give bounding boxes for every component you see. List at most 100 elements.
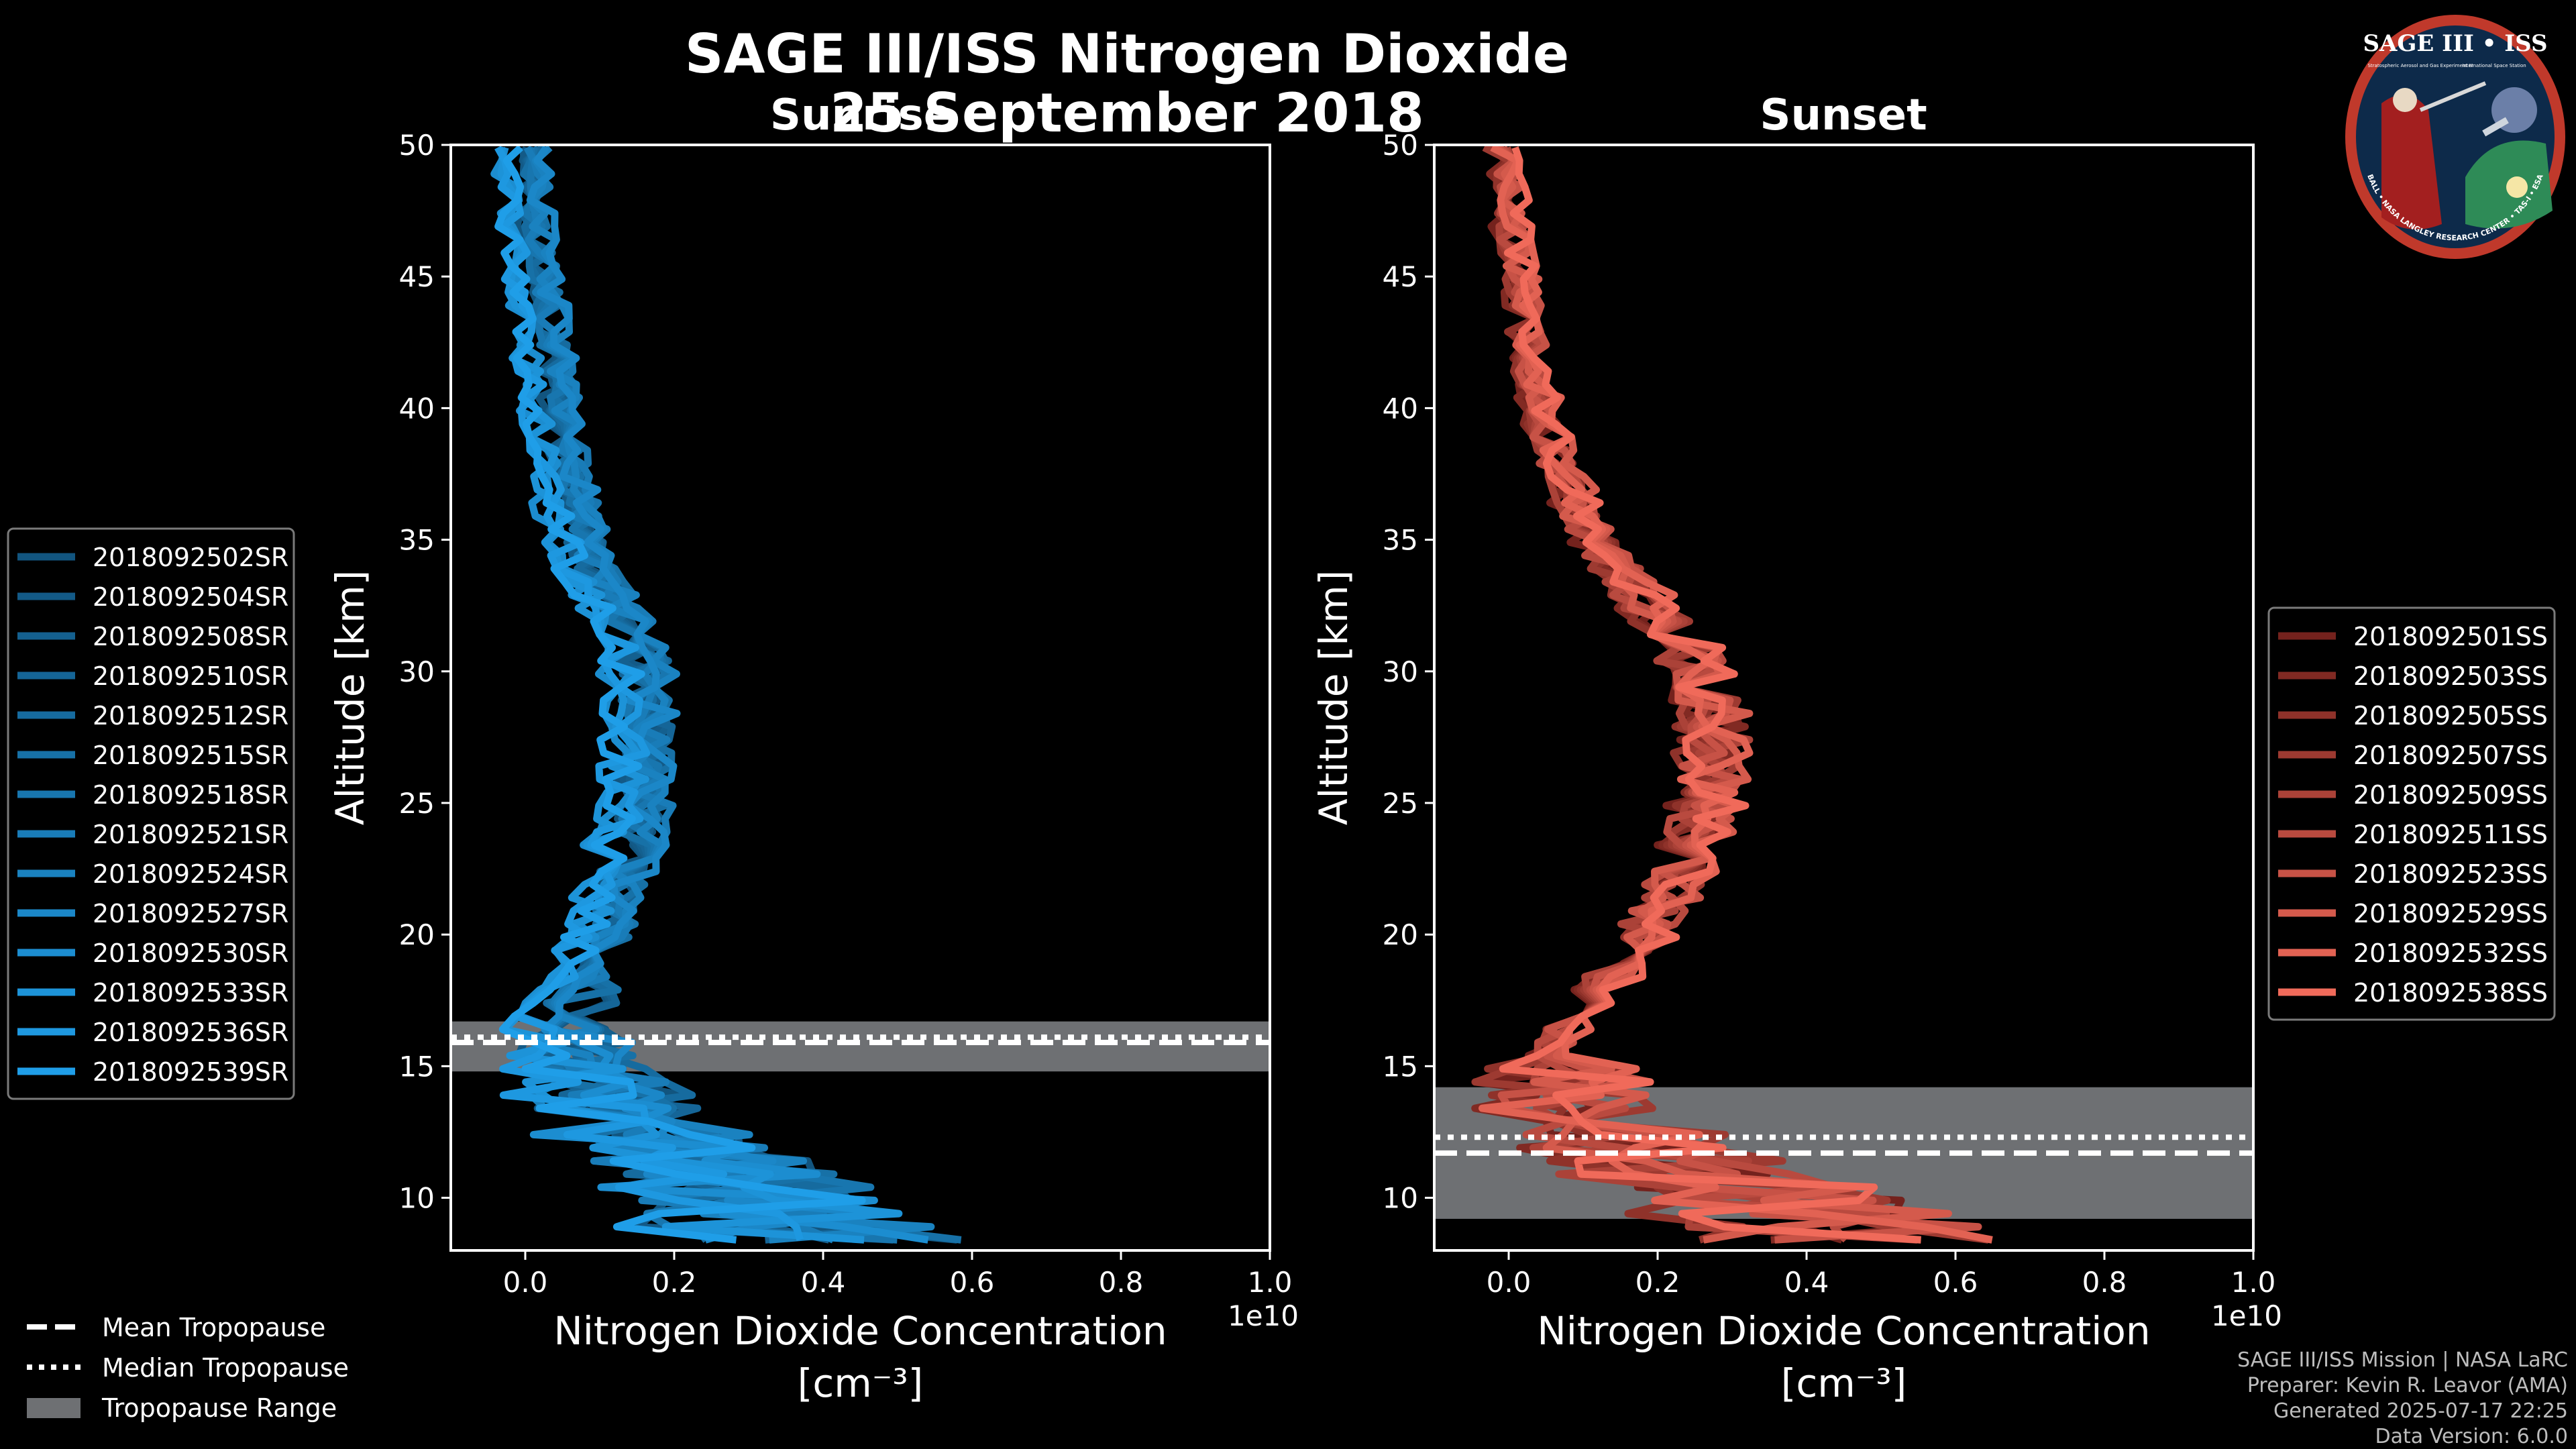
x-axis-label: Nitrogen Dioxide Concentration — [1537, 1308, 2150, 1354]
logo-text-right: International Space Station — [2462, 63, 2526, 68]
x-tick-label: 0.4 — [801, 1266, 846, 1299]
tropopause-range-swatch — [27, 1398, 80, 1418]
sunrise-panel-title: Sunrise — [770, 91, 953, 140]
x-scale-label: 1e10 — [1228, 1299, 1299, 1332]
legend-entry-2018092502SR: 2018092502SR — [93, 543, 288, 572]
x-tick-label: 0.6 — [950, 1266, 995, 1299]
y-tick-label: 30 — [1383, 655, 1418, 688]
logo-text-left: Stratospheric Aerosol and Gas Experiment… — [2367, 63, 2473, 68]
profile-2018092536SR — [494, 146, 804, 1241]
x-tick-label: 0.6 — [1933, 1266, 1978, 1299]
legend-entry-2018092539SR: 2018092539SR — [93, 1057, 288, 1087]
legend-entry-2018092538SS: 2018092538SS — [2353, 978, 2548, 1008]
legend-entry-2018092533SR: 2018092533SR — [93, 978, 288, 1008]
x-tick-label: 0.8 — [2082, 1266, 2127, 1299]
iss-icon — [2482, 117, 2509, 137]
y-tick-label: 25 — [1383, 787, 1418, 820]
legend-entry-2018092530SR: 2018092530SR — [93, 938, 288, 968]
x-tick-label: 1.0 — [2231, 1266, 2276, 1299]
astronomer-figure-icon — [2381, 95, 2442, 229]
sun-icon — [2506, 176, 2528, 198]
legend-entry-2018092529SS: 2018092529SS — [2353, 899, 2548, 928]
legend-entry-2018092504SR: 2018092504SR — [93, 582, 288, 612]
y-tick-label: 40 — [1383, 392, 1418, 425]
credit-line-2: Preparer: Kevin R. Leavor (AMA) — [2247, 1374, 2568, 1397]
tropopause-range-label: Tropopause Range — [101, 1393, 337, 1423]
x-tick-label: 0.2 — [1635, 1266, 1680, 1299]
legend-entry-2018092515SR: 2018092515SR — [93, 741, 288, 770]
profile-2018092538SS — [1499, 146, 1921, 1244]
legend-entry-2018092523SS: 2018092523SS — [2353, 859, 2548, 889]
x-tick-label: 0.0 — [1487, 1266, 1532, 1299]
y-tick-label: 35 — [399, 524, 435, 557]
x-axis-unit: [cm⁻³] — [798, 1360, 924, 1406]
legend-entry-2018092507SS: 2018092507SS — [2353, 741, 2548, 770]
legend-box — [2267, 606, 2556, 1021]
axes-frame — [449, 144, 1271, 1252]
y-tick-label: 10 — [1383, 1182, 1418, 1215]
y-tick-label: 45 — [399, 260, 435, 293]
x-scale-label: 1e10 — [2211, 1299, 2282, 1332]
legend-entry-2018092536SR: 2018092536SR — [93, 1018, 288, 1047]
telescope-icon — [2419, 81, 2487, 112]
y-tick-label: 15 — [1383, 1050, 1418, 1083]
legend-entry-2018092532SS: 2018092532SS — [2353, 938, 2548, 968]
sunset-legend: 2018092501SS 2018092503SS 2018092505SS 2018… — [2267, 606, 2556, 1021]
legend-entry-2018092501SS: 2018092501SS — [2353, 622, 2548, 651]
legend-entry-2018092521SR: 2018092521SR — [93, 820, 288, 849]
y-axis-label: Altitude [km] — [1311, 570, 1356, 825]
sunset-panel-title: Sunset — [1760, 91, 1927, 140]
axes-frame — [1433, 144, 2255, 1252]
figure-date: 25 September 2018 — [830, 82, 1424, 144]
y-tick-label: 40 — [399, 392, 435, 425]
median-tropopause-label: Median Tropopause — [102, 1353, 349, 1383]
y-tick-label: 50 — [399, 129, 435, 162]
profile-traces — [490, 145, 962, 1244]
legend-entry-2018092509SS: 2018092509SS — [2353, 780, 2548, 810]
legend-entry-2018092511SS: 2018092511SS — [2353, 820, 2548, 849]
sunrise-plot: 0.0 0.2 0.4 0.6 0.8 1.0 10 15 20 25 30 35 40 45 50 1e10… — [327, 129, 1299, 1406]
y-tick-label: 10 — [399, 1182, 435, 1215]
profile-2018092527SR — [526, 145, 883, 1244]
legend-entry-2018092518SR: 2018092518SR — [93, 780, 288, 810]
sunrise-legend: 2018092502SR 2018092504SR 2018092508SR 2018… — [7, 527, 295, 1100]
y-tick-label: 50 — [1383, 129, 1418, 162]
y-tick-label: 15 — [399, 1050, 435, 1083]
legend-entry-2018092510SR: 2018092510SR — [93, 661, 288, 691]
credit-line-1: SAGE III/ISS Mission | NASA LaRC — [2237, 1348, 2568, 1372]
y-tick-label: 35 — [1383, 524, 1418, 557]
x-tick-label: 1.0 — [1248, 1266, 1293, 1299]
x-tick-label: 0.0 — [503, 1266, 548, 1299]
mean-tropopause-label: Mean Tropopause — [102, 1313, 325, 1342]
profile-2018092524SR — [527, 145, 935, 1244]
credits: SAGE III/ISS Mission | NASA LaRC Prepare… — [2237, 1348, 2568, 1448]
credit-line-3: Generated 2025-07-17 22:25 — [2273, 1399, 2568, 1423]
x-tick-label: 0.4 — [1784, 1266, 1829, 1299]
y-tick-label: 30 — [399, 655, 435, 688]
tropopause-legend: Mean Tropopause Median Tropopause Tropop… — [27, 1313, 349, 1423]
astronomer-face-icon — [2393, 88, 2417, 112]
sunset-plot: 0.0 0.2 0.4 0.6 0.8 1.0 10 15 20 25 30 35 40 45 50 1e10… — [1311, 129, 2282, 1406]
profile-traces — [1471, 145, 1993, 1244]
y-tick-label: 20 — [1383, 918, 1418, 951]
legend-entry-2018092505SS: 2018092505SS — [2353, 701, 2548, 731]
legend-box — [7, 527, 295, 1100]
x-tick-label: 0.2 — [652, 1266, 697, 1299]
credit-line-4: Data Version: 6.0.0 — [2375, 1425, 2568, 1448]
y-tick-label: 45 — [1383, 260, 1418, 293]
x-axis-unit: [cm⁻³] — [1781, 1360, 1907, 1406]
legend-entry-2018092512SR: 2018092512SR — [93, 701, 288, 731]
x-axis-label: Nitrogen Dioxide Concentration — [553, 1308, 1167, 1354]
legend-entry-2018092524SR: 2018092524SR — [93, 859, 288, 889]
y-tick-label: 20 — [399, 918, 435, 951]
profile-2018092539SR — [494, 145, 866, 1244]
figure-title: SAGE III/ISS Nitrogen Dioxide — [685, 23, 1569, 85]
y-tick-label: 25 — [399, 787, 435, 820]
logo-name: SAGE III • ISS — [2363, 30, 2547, 57]
legend-entry-2018092503SS: 2018092503SS — [2353, 661, 2548, 691]
y-axis-label: Altitude [km] — [327, 570, 373, 825]
legend-entry-2018092508SR: 2018092508SR — [93, 622, 288, 651]
sage-iii-iss-mission-logo: SAGE III • ISS Stratospheric Aerosol and… — [2345, 15, 2565, 259]
x-tick-label: 0.8 — [1099, 1266, 1144, 1299]
